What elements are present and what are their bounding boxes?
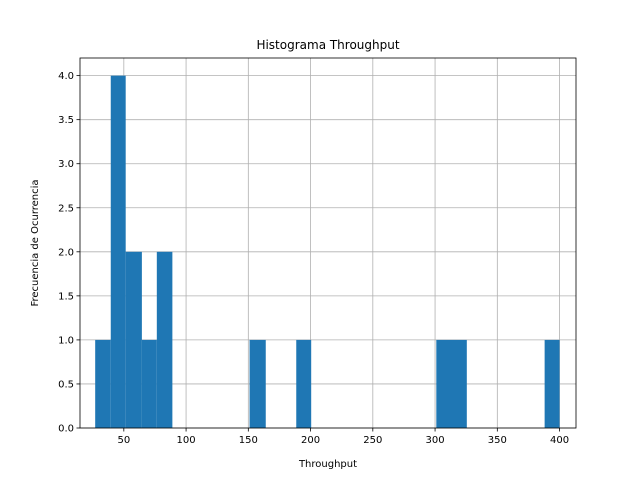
x-tick-label: 100 <box>177 435 196 446</box>
y-tick-label: 1.5 <box>58 291 74 302</box>
y-tick-label: 3.0 <box>58 159 74 170</box>
histogram-bar <box>544 339 560 428</box>
x-axis-ticks: 50 100 150 200 250 300 350 400 <box>117 428 569 446</box>
y-tick-label: 4.0 <box>58 71 74 82</box>
x-tick-label: 200 <box>301 435 320 446</box>
axes-frame <box>79 57 577 429</box>
chart-title: Histograma Throughput <box>256 38 399 52</box>
histogram-bar <box>249 339 266 428</box>
histogram-bar <box>141 339 157 428</box>
histogram-bar <box>95 339 111 428</box>
histogram-bar <box>436 339 467 428</box>
histogram-bar <box>296 339 312 428</box>
y-tick-label: 0.5 <box>58 379 74 390</box>
x-tick-label: 150 <box>239 435 258 446</box>
histogram-bar <box>110 75 126 428</box>
x-axis-label: Throughput <box>298 459 357 470</box>
x-tick-label: 300 <box>426 435 445 446</box>
y-tick-label: 2.5 <box>58 203 74 214</box>
histogram-bar <box>125 251 142 428</box>
y-tick-label: 1.0 <box>58 335 74 346</box>
histogram-bars <box>95 75 560 428</box>
x-tick-label: 50 <box>117 435 130 446</box>
y-axis-ticks: 0.0 0.5 1.0 1.5 2.0 2.5 3.0 3.5 4.0 <box>58 71 80 435</box>
histogram-bar <box>156 251 173 428</box>
y-tick-label: 2.0 <box>58 247 74 258</box>
y-axis-label: Frecuencia de Ocurrencia <box>30 179 41 306</box>
x-tick-label: 350 <box>488 435 507 446</box>
x-tick-label: 400 <box>550 435 569 446</box>
x-tick-label: 250 <box>363 435 382 446</box>
y-tick-label: 3.5 <box>58 115 74 126</box>
y-tick-label: 0.0 <box>58 424 74 435</box>
